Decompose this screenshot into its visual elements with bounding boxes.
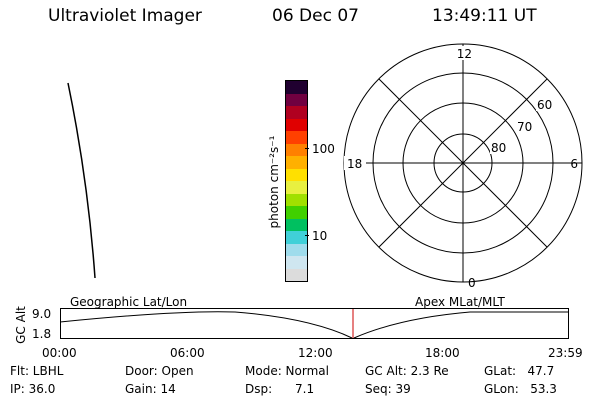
- door-info: Door: Open: [125, 364, 194, 378]
- instrument-title: Ultraviolet Imager: [48, 6, 202, 26]
- glon-info: GLon: 53.3: [484, 382, 557, 396]
- color-bar: [285, 80, 308, 282]
- dsp-info: Dsp: 7.1: [245, 382, 315, 396]
- colorbar-segment: [286, 231, 307, 244]
- date-label: 06 Dec 07: [272, 6, 359, 26]
- apex-label: Apex MLat/MLT: [415, 295, 505, 309]
- colorbar-segment: [286, 168, 307, 181]
- colorbar-segment: [286, 156, 307, 169]
- polar-diagonal: [378, 78, 548, 248]
- gain-info: Gain: 14: [125, 382, 176, 396]
- gc-alt-axis-title: GC Alt: [14, 306, 28, 344]
- colorbar-segment: [286, 131, 307, 144]
- x-tick-0600: 06:00: [170, 346, 205, 360]
- colorbar-segment: [286, 143, 307, 156]
- colorbar-unit-label: photon cm⁻²s⁻¹: [267, 135, 281, 229]
- colorbar-segment: [286, 118, 307, 131]
- mode-info: Mode: Normal: [245, 364, 329, 378]
- limb-curve: [67, 82, 96, 279]
- seq-info: Seq: 39: [365, 382, 411, 396]
- x-tick-2359: 23:59: [548, 346, 583, 360]
- colorbar-tick-100: 100: [312, 142, 335, 156]
- mlt-label-12: 12: [457, 47, 472, 61]
- colorbar-segment: [286, 268, 307, 281]
- x-tick-0000: 00:00: [42, 346, 77, 360]
- mlt-label-0: 0: [468, 276, 476, 290]
- polar-plot: 12 18 6 0 60 70 80: [343, 43, 583, 290]
- colorbar-tick-mark: [305, 148, 309, 149]
- glat-info: GLat: 47.7: [484, 364, 555, 378]
- colorbar-segment: [286, 243, 307, 256]
- x-tick-1200: 12:00: [298, 346, 333, 360]
- gc-alt-info: GC Alt: 2.3 Re: [365, 364, 449, 378]
- colorbar-tick-mark: [305, 235, 309, 236]
- colorbar-segment: [286, 218, 307, 231]
- ip-info: IP: 36.0: [10, 382, 56, 396]
- altitude-curve: [60, 311, 353, 339]
- colorbar-segment: [286, 106, 307, 119]
- colorbar-segment: [286, 93, 307, 106]
- colorbar-segment: [286, 206, 307, 219]
- x-tick-1800: 18:00: [425, 346, 460, 360]
- colorbar-tick-10: 10: [312, 229, 328, 243]
- lat-label-80: 80: [491, 141, 506, 155]
- lat-label-60: 60: [537, 98, 552, 112]
- mlt-label-18: 18: [347, 157, 362, 171]
- y-tick-1-8: 1.8: [32, 327, 52, 341]
- altitude-curve: [353, 311, 568, 339]
- colorbar-segment: [286, 193, 307, 206]
- image-panel: [67, 82, 96, 279]
- altitude-timeline: [60, 308, 569, 339]
- colorbar-segment: [286, 181, 307, 194]
- lat-label-70: 70: [517, 120, 532, 134]
- filter-info: Flt: LBHL: [10, 364, 64, 378]
- geographic-label: Geographic Lat/Lon: [70, 295, 188, 309]
- colorbar-segment: [286, 81, 307, 94]
- y-tick-9: 9.0: [32, 307, 52, 321]
- time-label: 13:49:11 UT: [432, 6, 537, 26]
- colorbar-segment: [286, 256, 307, 269]
- mlt-label-6: 6: [570, 157, 578, 171]
